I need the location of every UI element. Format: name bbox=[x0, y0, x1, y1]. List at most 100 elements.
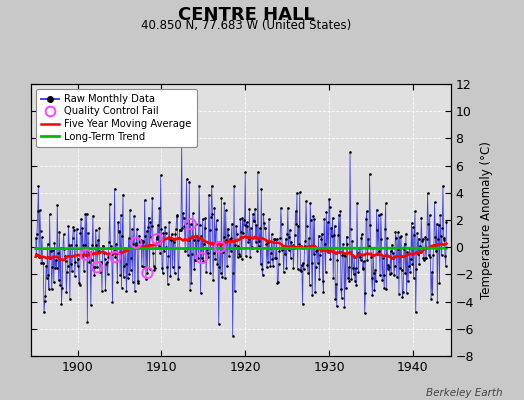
Point bbox=[384, 262, 392, 268]
Point bbox=[75, 279, 83, 286]
Point bbox=[247, 244, 256, 251]
Point bbox=[233, 254, 242, 260]
Point bbox=[332, 281, 340, 287]
Point bbox=[259, 210, 268, 217]
Point bbox=[55, 229, 63, 235]
Point bbox=[321, 268, 330, 275]
Point bbox=[168, 264, 177, 270]
Point bbox=[68, 268, 76, 274]
Point bbox=[90, 272, 99, 278]
Point bbox=[346, 226, 355, 232]
Point bbox=[215, 264, 224, 270]
Point bbox=[275, 261, 283, 268]
Point bbox=[62, 288, 71, 295]
Point bbox=[413, 250, 422, 257]
Point bbox=[222, 207, 230, 214]
Point bbox=[115, 229, 123, 236]
Point bbox=[218, 274, 226, 280]
Point bbox=[277, 205, 285, 211]
Point bbox=[386, 271, 394, 278]
Point bbox=[363, 257, 372, 264]
Point bbox=[329, 275, 337, 281]
Point bbox=[78, 253, 86, 259]
Point bbox=[361, 310, 369, 316]
Point bbox=[319, 289, 328, 295]
Point bbox=[362, 215, 370, 222]
Point bbox=[105, 201, 114, 207]
Point bbox=[241, 222, 249, 228]
Point bbox=[438, 252, 446, 258]
Point bbox=[238, 215, 247, 221]
Point bbox=[36, 228, 45, 234]
Point bbox=[425, 212, 434, 218]
Point bbox=[56, 282, 64, 288]
Point bbox=[386, 248, 395, 254]
Point bbox=[176, 226, 184, 233]
Point bbox=[331, 296, 340, 302]
Point bbox=[50, 279, 58, 286]
Point bbox=[180, 222, 189, 229]
Point bbox=[178, 225, 187, 231]
Point bbox=[52, 257, 60, 264]
Point bbox=[417, 249, 425, 255]
Point bbox=[80, 268, 88, 274]
Point bbox=[339, 240, 347, 247]
Point bbox=[368, 292, 377, 298]
Point bbox=[232, 222, 241, 229]
Point bbox=[39, 260, 48, 267]
Point bbox=[271, 255, 279, 262]
Point bbox=[161, 223, 169, 230]
Point bbox=[312, 264, 320, 270]
Point bbox=[193, 237, 202, 243]
Point bbox=[93, 264, 101, 270]
Point bbox=[392, 273, 401, 280]
Point bbox=[136, 239, 145, 246]
Point bbox=[288, 244, 296, 251]
Point bbox=[76, 230, 84, 236]
Point bbox=[235, 251, 243, 257]
Point bbox=[36, 207, 44, 214]
Point bbox=[128, 278, 137, 285]
Point bbox=[98, 288, 106, 294]
Point bbox=[425, 252, 433, 258]
Point bbox=[325, 196, 333, 203]
Point bbox=[354, 269, 363, 275]
Point bbox=[155, 242, 163, 249]
Point bbox=[291, 232, 299, 239]
Point bbox=[283, 230, 291, 237]
Point bbox=[119, 192, 127, 198]
Point bbox=[49, 246, 57, 253]
Point bbox=[254, 243, 263, 250]
Point bbox=[409, 224, 417, 231]
Point bbox=[363, 208, 371, 214]
Point bbox=[67, 260, 75, 267]
Point bbox=[280, 244, 289, 250]
Point bbox=[319, 278, 327, 284]
Point bbox=[190, 266, 199, 272]
Point bbox=[186, 287, 194, 293]
Point bbox=[81, 211, 90, 218]
Point bbox=[104, 254, 113, 260]
Point bbox=[132, 242, 140, 248]
Point bbox=[334, 232, 342, 238]
Point bbox=[293, 265, 302, 272]
Point bbox=[201, 224, 209, 231]
Point bbox=[228, 220, 236, 227]
Point bbox=[335, 212, 343, 218]
Point bbox=[335, 248, 344, 255]
Point bbox=[40, 298, 49, 304]
Point bbox=[267, 250, 275, 256]
Point bbox=[359, 266, 367, 272]
Point bbox=[219, 248, 227, 255]
Point bbox=[140, 197, 149, 203]
Point bbox=[214, 239, 222, 245]
Point bbox=[48, 263, 57, 270]
Point bbox=[147, 233, 155, 240]
Point bbox=[71, 259, 80, 265]
Point bbox=[419, 236, 427, 242]
Point bbox=[415, 260, 423, 267]
Point bbox=[71, 272, 79, 279]
Point bbox=[126, 267, 135, 274]
Point bbox=[124, 235, 133, 242]
Point bbox=[390, 272, 398, 278]
